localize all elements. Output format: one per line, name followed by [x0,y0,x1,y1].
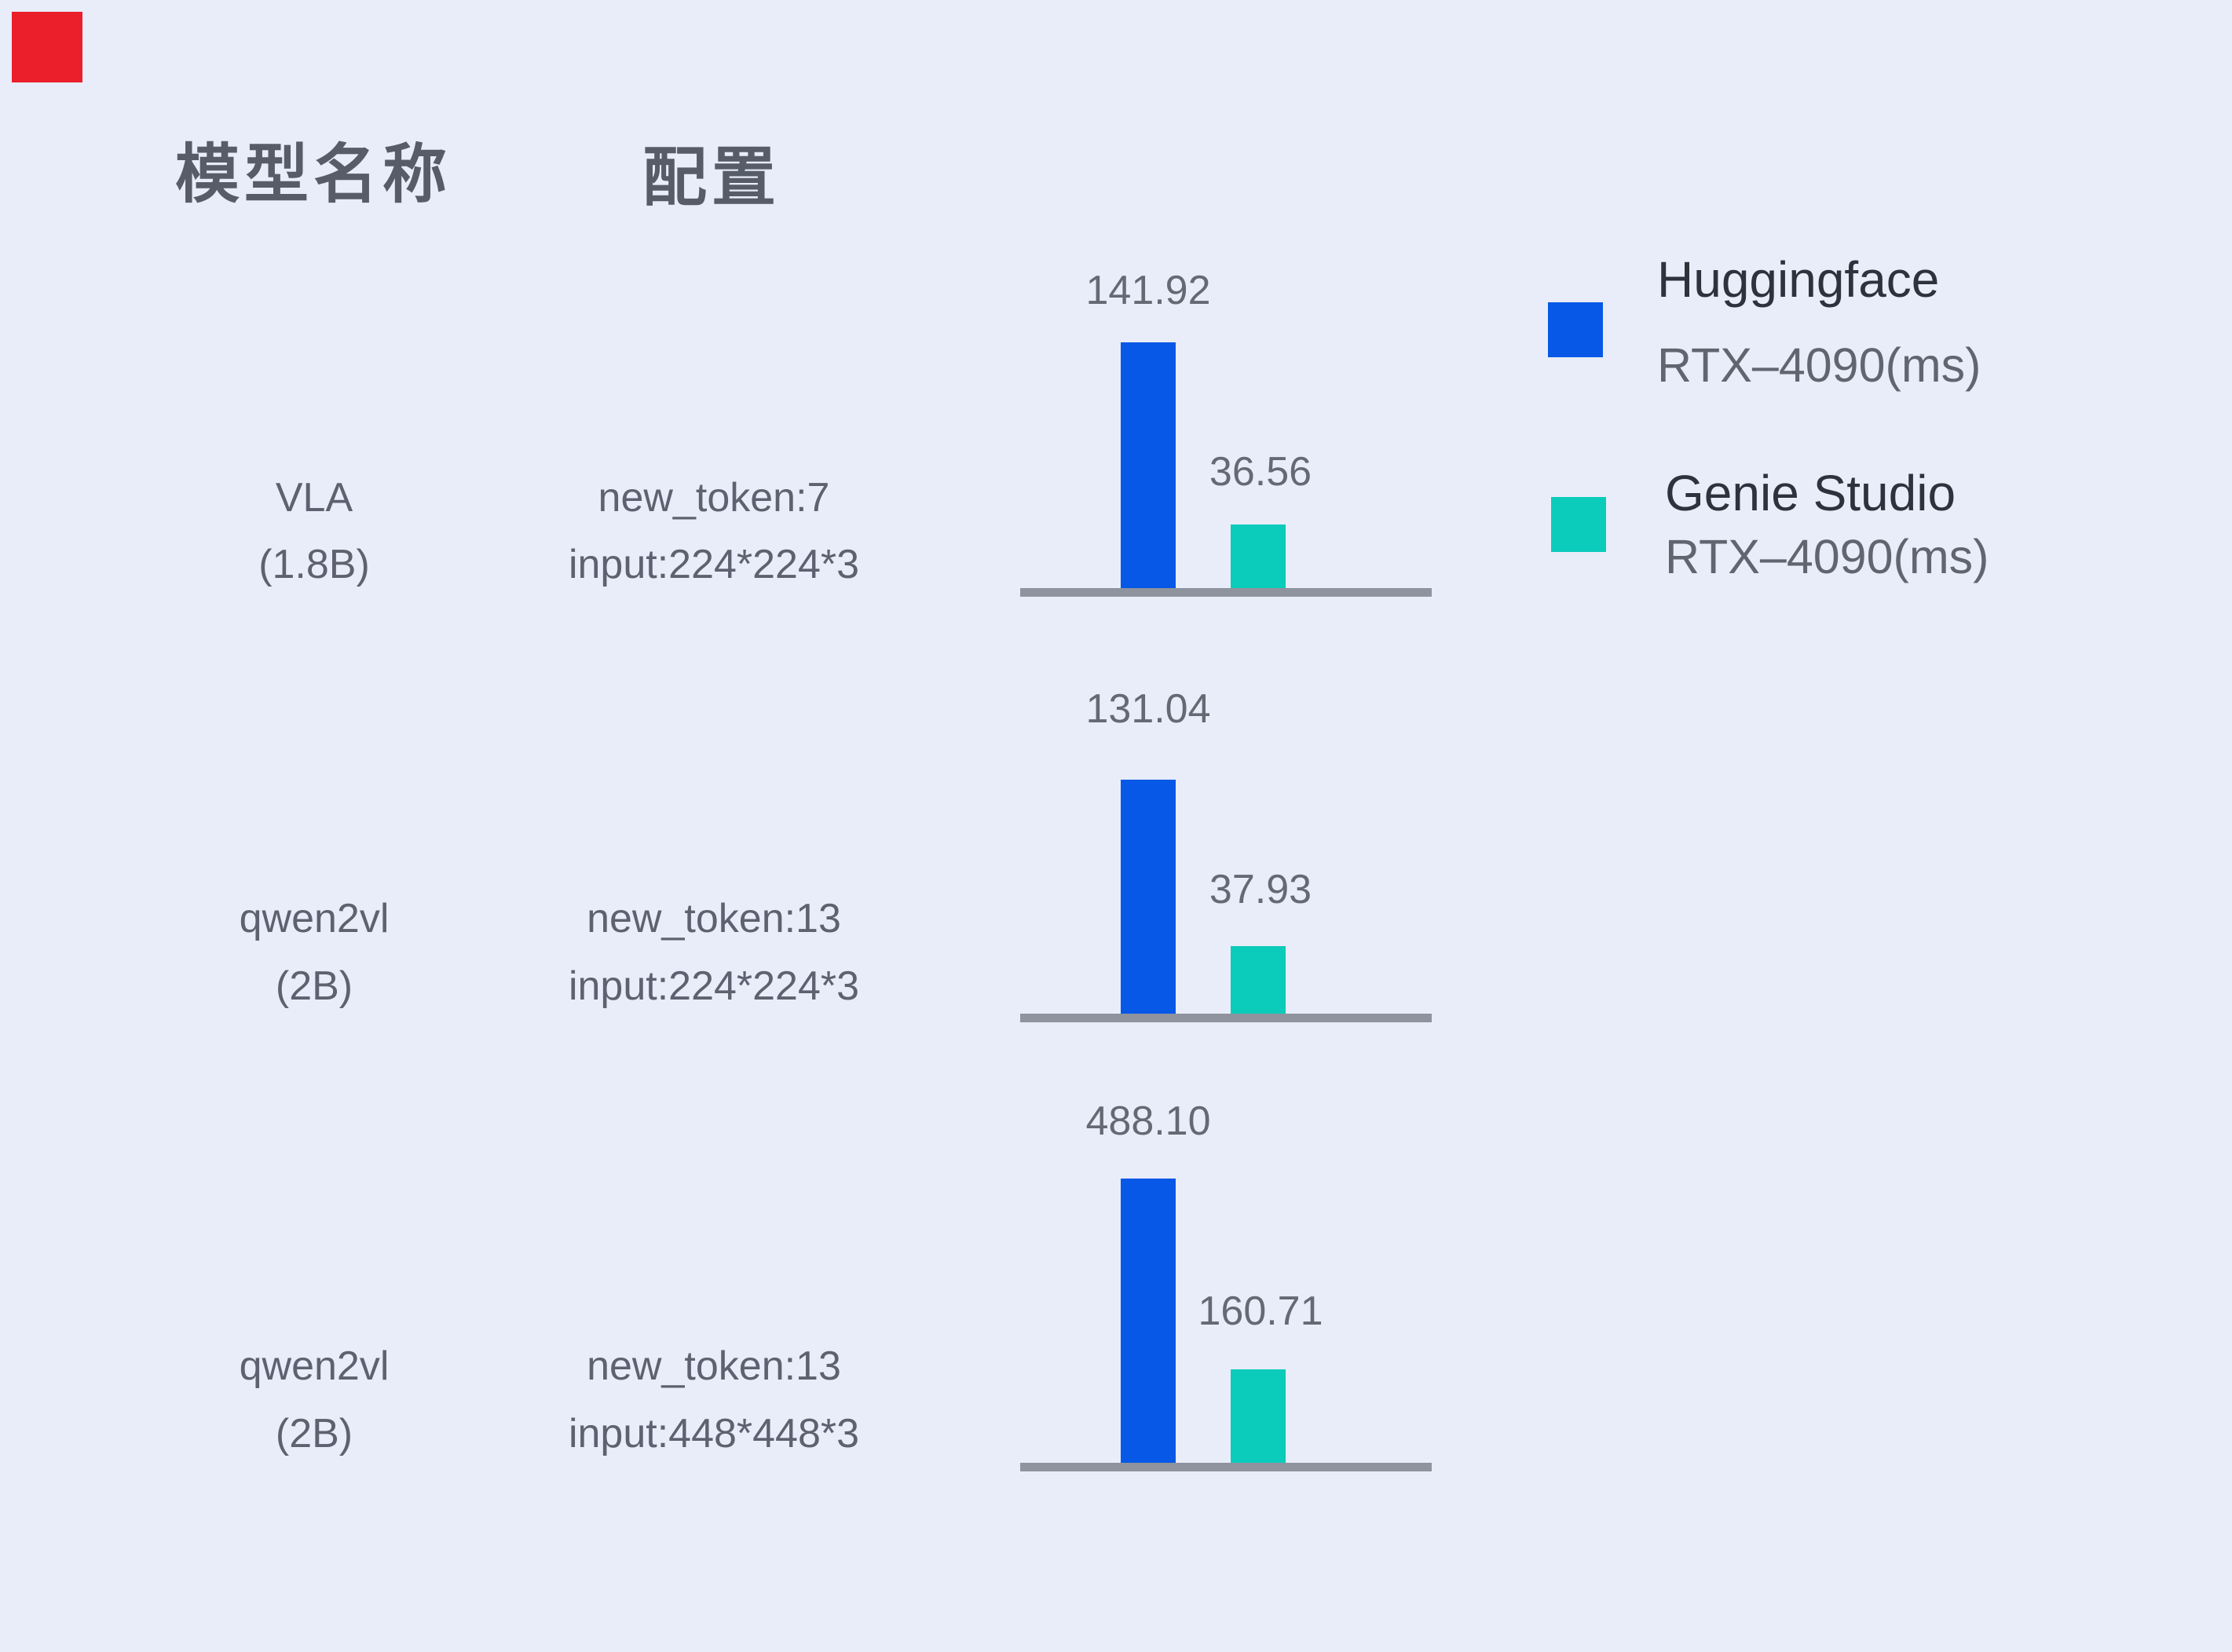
legend-device-huggingface: RTX–4090(ms) [1657,338,1981,392]
genie-studio-bar [1231,1369,1286,1463]
baseline-axis [1020,1014,1432,1022]
huggingface-bar [1121,780,1176,1014]
genie-studio-legend-swatch [1551,497,1606,552]
model-size: (2B) [275,1411,353,1456]
config-new-token: new_token:13 [587,896,841,941]
huggingface-legend-swatch [1548,302,1603,357]
red-square-marker [12,12,82,82]
baseline-axis [1020,1463,1432,1471]
genie-studio-bar [1231,524,1286,588]
huggingface-value-label: 141.92 [1085,268,1211,313]
config-new-token: new_token:13 [587,1343,841,1389]
huggingface-value-label: 488.10 [1085,1098,1211,1144]
genie-studio-value-label: 37.93 [1209,867,1312,912]
config-input: input:224*224*3 [568,963,860,1009]
huggingface-bar [1121,1179,1176,1463]
column-header-config: 配置 [642,142,781,214]
config-new-token: new_token:7 [598,475,830,521]
config-input: input:224*224*3 [568,542,860,587]
model-name: qwen2vl [239,896,390,941]
legend-device-genie-studio: RTX–4090(ms) [1665,530,1989,583]
model-size: (2B) [275,963,353,1009]
model-size: (1.8B) [258,542,370,587]
legend-label-huggingface: Huggingface [1657,251,1940,308]
huggingface-value-label: 131.04 [1085,686,1211,732]
genie-studio-value-label: 160.71 [1198,1288,1323,1334]
huggingface-bar [1121,342,1176,588]
baseline-axis [1020,588,1432,597]
genie-studio-value-label: 36.56 [1209,449,1312,495]
column-header-model-name: 模型名称 [175,139,452,210]
config-input: input:448*448*3 [568,1411,860,1456]
model-name: qwen2vl [239,1343,390,1389]
legend-label-genie-studio: Genie Studio [1665,465,1956,521]
genie-studio-bar [1231,946,1286,1014]
model-name: VLA [275,475,353,521]
